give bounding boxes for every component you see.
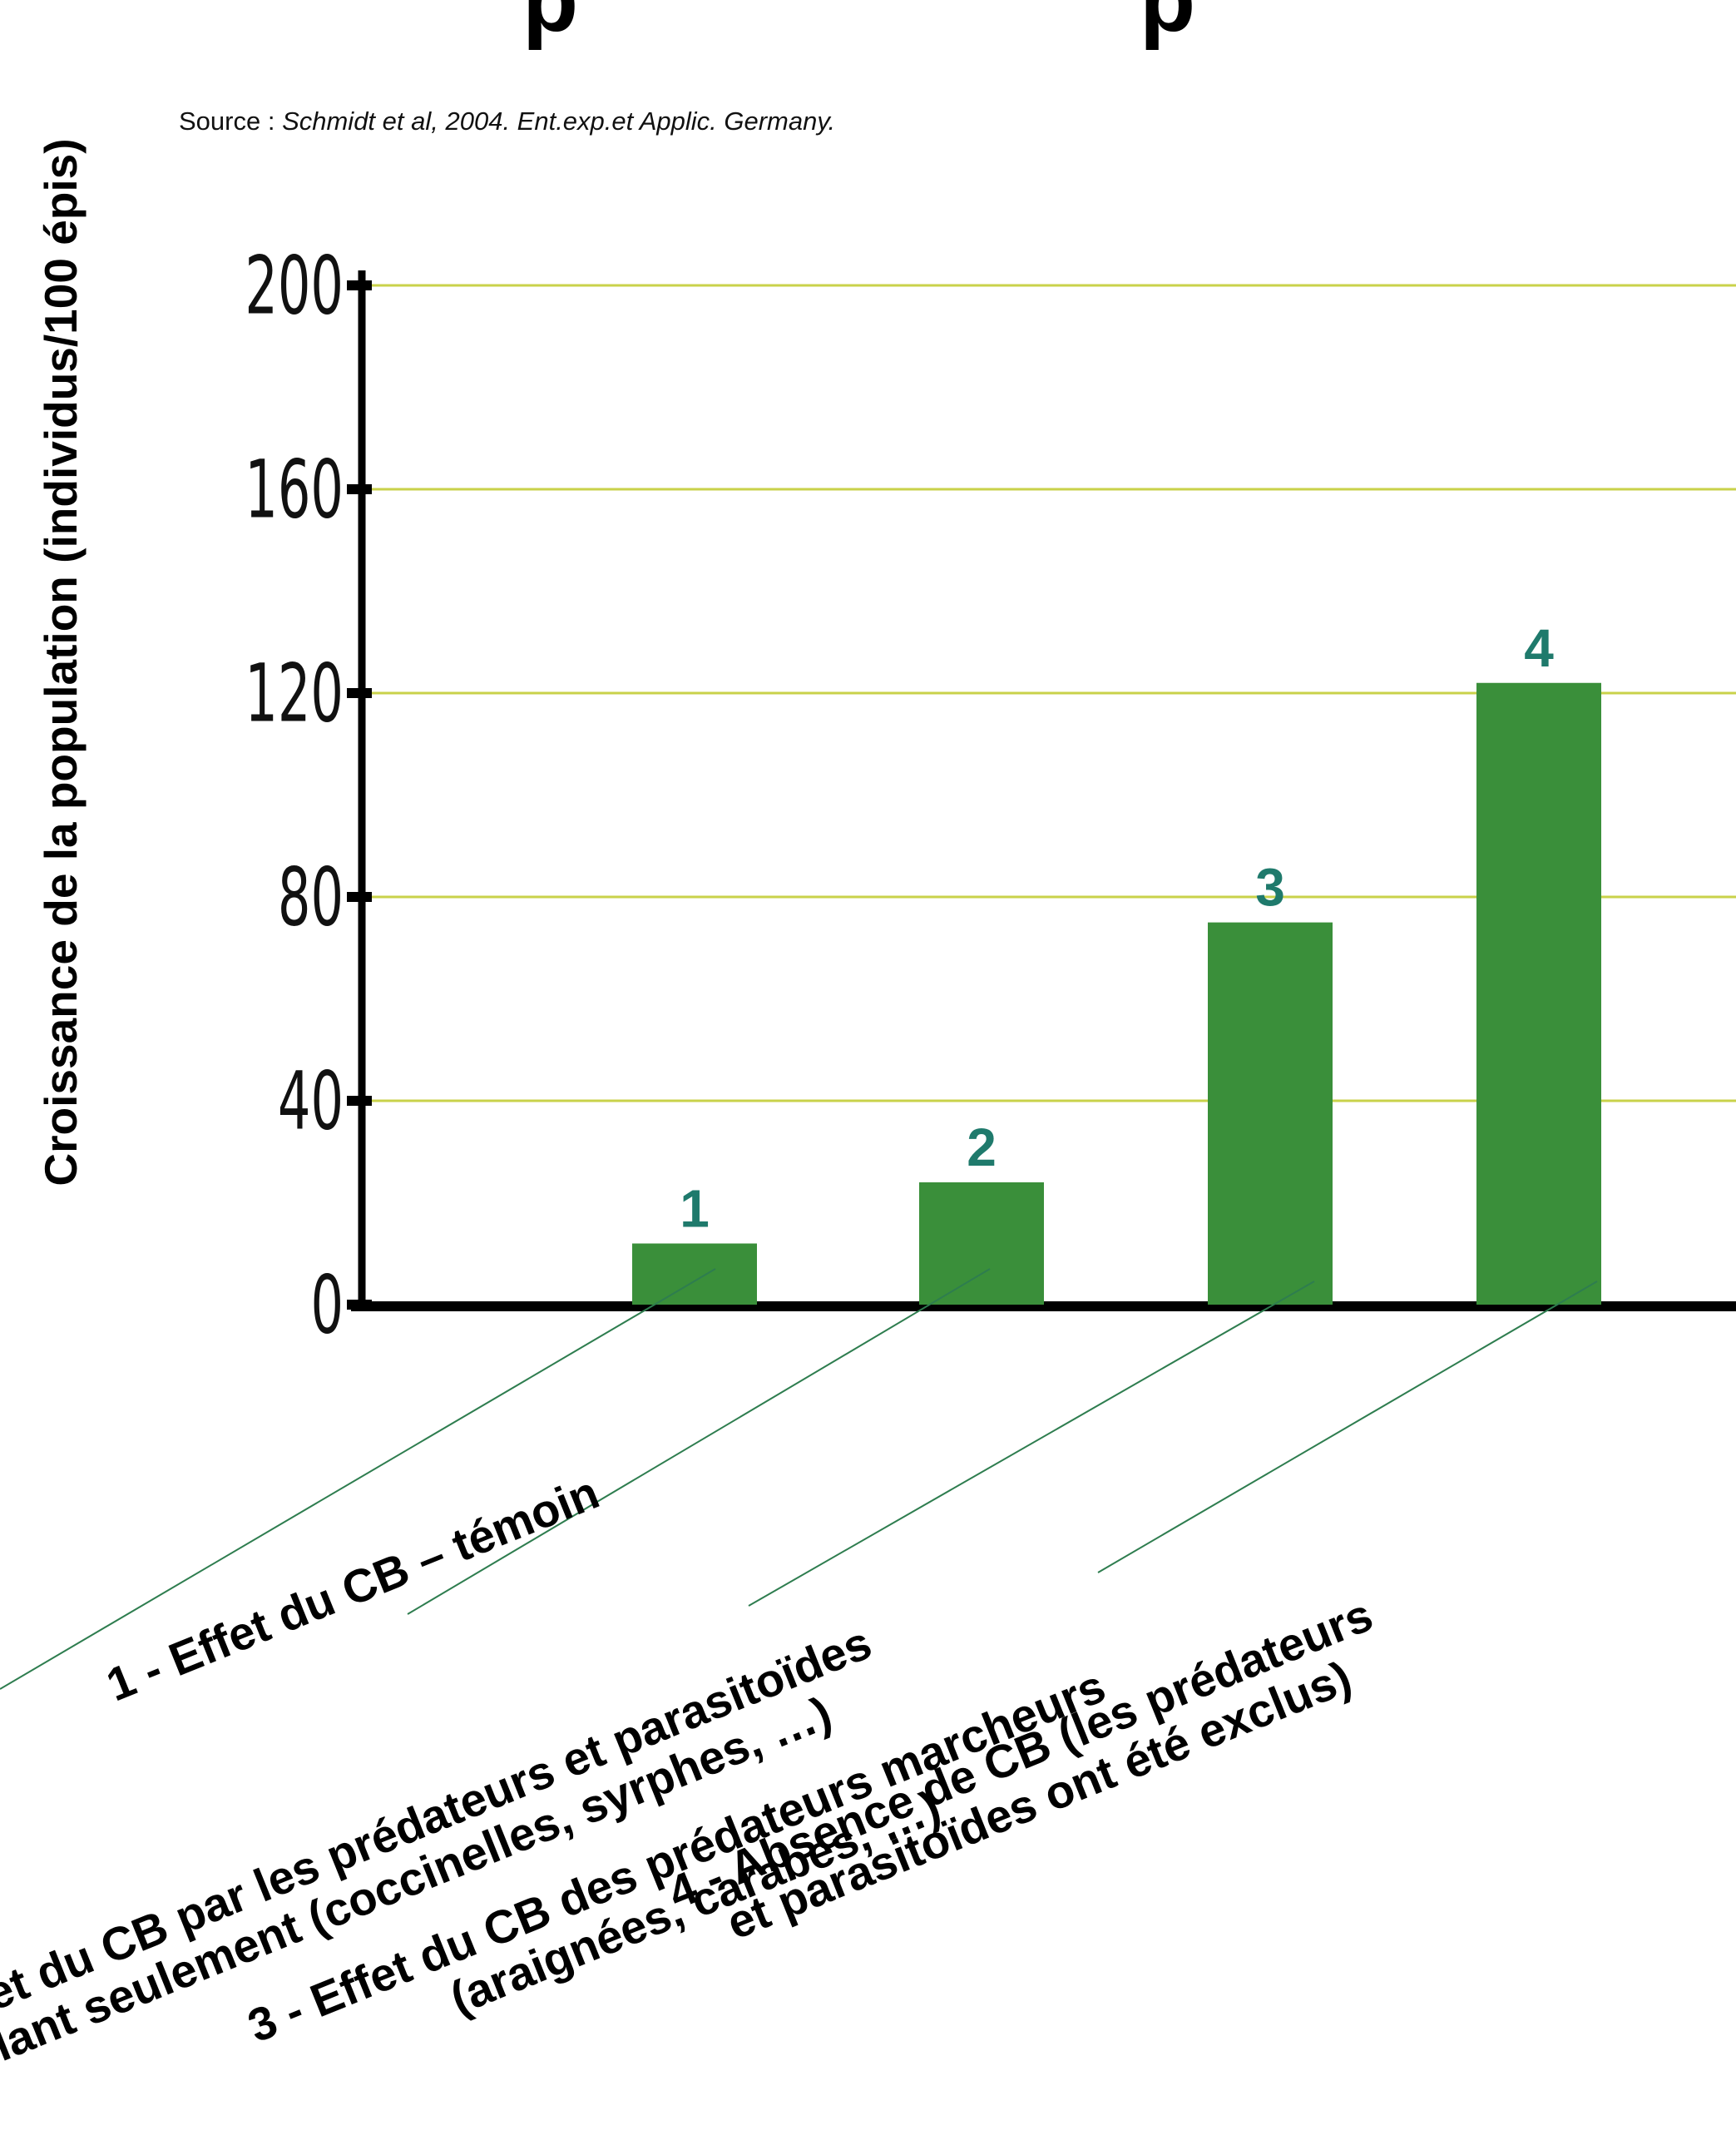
bar-4 — [1476, 682, 1601, 1305]
title-fragment-1: p — [522, 0, 578, 52]
source-citation: Schmidt et al, 2004. Ent.exp.et Applic. … — [282, 107, 836, 136]
leader-line-2 — [407, 1268, 991, 1615]
y-tick-label-200: 200 — [245, 239, 344, 332]
leader-line-4 — [1097, 1281, 1598, 1573]
y-tick-label-0: 0 — [310, 1258, 344, 1351]
bar-2 — [919, 1182, 1044, 1305]
bar-label-4: 4 — [1524, 618, 1554, 678]
bar-label-3: 3 — [1255, 858, 1285, 918]
title-fragment-2: p — [1140, 0, 1195, 52]
leader-line-3 — [748, 1281, 1315, 1607]
y-tick-label-40: 40 — [278, 1054, 344, 1147]
y-tick-label-120: 120 — [245, 646, 344, 740]
bar-label-1: 1 — [680, 1179, 710, 1239]
bar-label-2: 2 — [967, 1117, 997, 1177]
y-tick-label-160: 160 — [245, 443, 344, 536]
leader-line-1 — [0, 1268, 716, 1690]
y-tick-label-80: 80 — [278, 850, 344, 944]
source-prefix: Source : — [179, 107, 283, 136]
source-note: Source : Schmidt et al, 2004. Ent.exp.et… — [179, 107, 835, 136]
bar-1 — [632, 1243, 757, 1305]
bar-3 — [1208, 922, 1333, 1305]
